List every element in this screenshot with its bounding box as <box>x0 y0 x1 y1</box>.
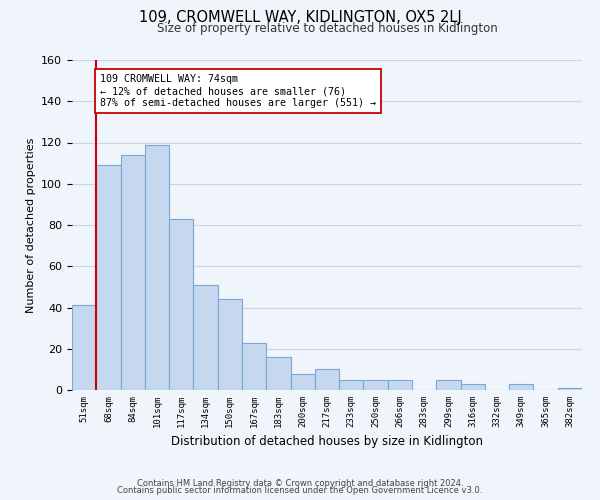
Bar <box>558 388 582 390</box>
Bar <box>218 299 242 390</box>
Y-axis label: Number of detached properties: Number of detached properties <box>26 138 35 312</box>
Bar <box>461 384 485 390</box>
Bar <box>169 219 193 390</box>
Bar <box>290 374 315 390</box>
X-axis label: Distribution of detached houses by size in Kidlington: Distribution of detached houses by size … <box>171 436 483 448</box>
Bar <box>339 380 364 390</box>
Bar <box>436 380 461 390</box>
Bar <box>72 306 96 390</box>
Text: Contains public sector information licensed under the Open Government Licence v3: Contains public sector information licen… <box>118 486 482 495</box>
Bar <box>266 357 290 390</box>
Text: 109, CROMWELL WAY, KIDLINGTON, OX5 2LJ: 109, CROMWELL WAY, KIDLINGTON, OX5 2LJ <box>139 10 461 25</box>
Bar <box>509 384 533 390</box>
Text: Contains HM Land Registry data © Crown copyright and database right 2024.: Contains HM Land Registry data © Crown c… <box>137 478 463 488</box>
Bar <box>242 342 266 390</box>
Bar <box>96 165 121 390</box>
Bar <box>145 144 169 390</box>
Bar <box>315 370 339 390</box>
Bar <box>121 155 145 390</box>
Bar <box>388 380 412 390</box>
Text: 109 CROMWELL WAY: 74sqm
← 12% of detached houses are smaller (76)
87% of semi-de: 109 CROMWELL WAY: 74sqm ← 12% of detache… <box>100 74 376 108</box>
Title: Size of property relative to detached houses in Kidlington: Size of property relative to detached ho… <box>157 22 497 35</box>
Bar <box>193 285 218 390</box>
Bar <box>364 380 388 390</box>
